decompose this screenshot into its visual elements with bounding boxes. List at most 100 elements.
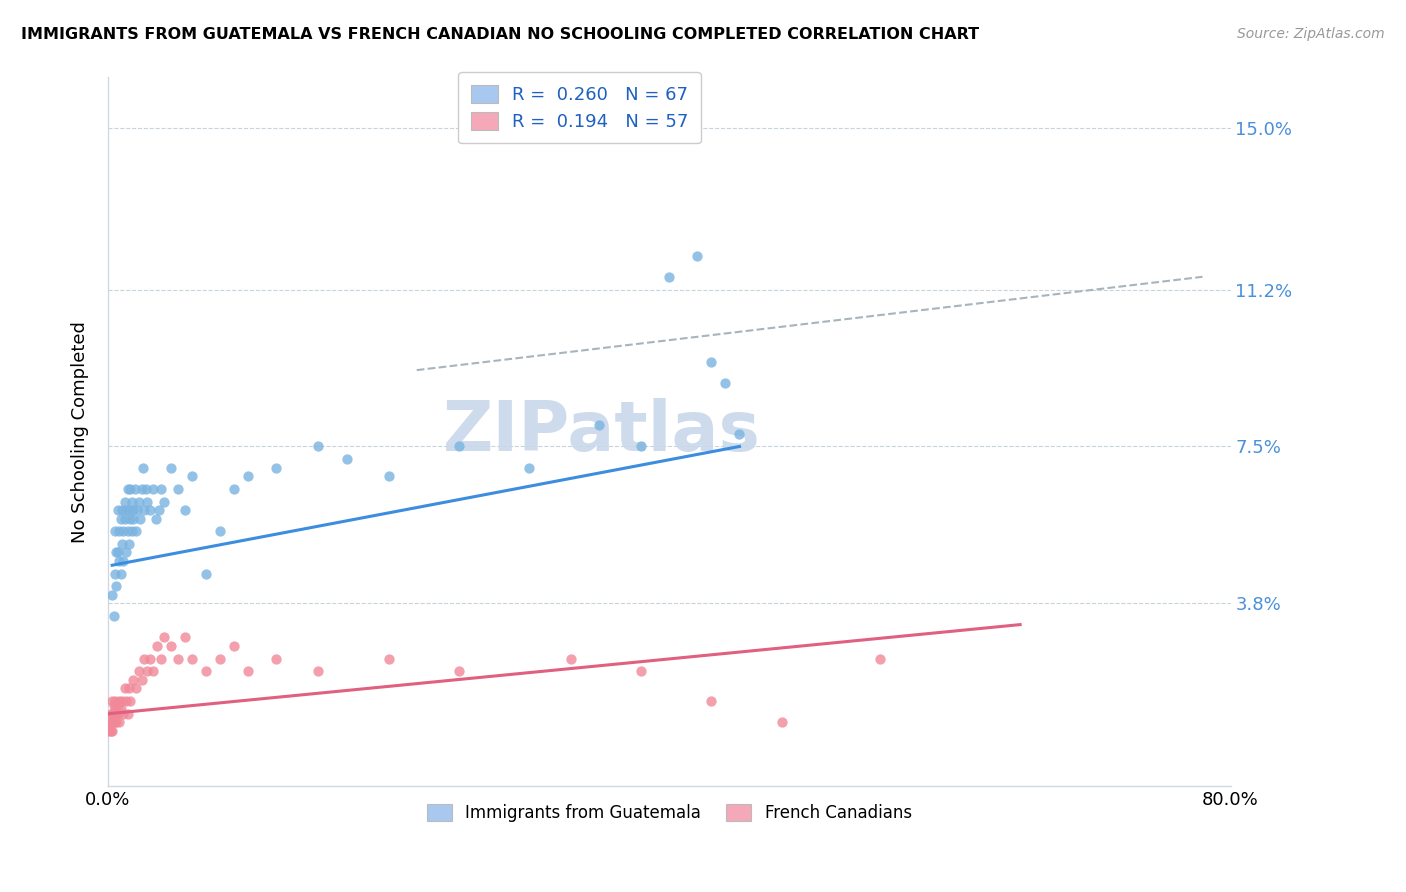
Point xyxy=(103,698,125,713)
Point xyxy=(112,706,135,721)
Point xyxy=(658,269,681,284)
Point xyxy=(101,706,124,721)
Point xyxy=(101,588,124,602)
Point xyxy=(209,651,232,665)
Point xyxy=(115,545,138,559)
Point xyxy=(136,494,159,508)
Point xyxy=(134,503,156,517)
Point xyxy=(447,665,470,679)
Point xyxy=(128,665,150,679)
Point xyxy=(105,579,128,593)
Point xyxy=(110,566,132,581)
Point xyxy=(142,482,165,496)
Point xyxy=(142,665,165,679)
Point xyxy=(111,694,134,708)
Point xyxy=(181,469,204,483)
Point xyxy=(108,524,131,539)
Point xyxy=(714,376,737,390)
Point xyxy=(101,715,124,730)
Point xyxy=(103,609,125,624)
Point xyxy=(124,482,146,496)
Text: Source: ZipAtlas.com: Source: ZipAtlas.com xyxy=(1237,27,1385,41)
Point xyxy=(105,545,128,559)
Point xyxy=(630,440,652,454)
Point xyxy=(174,503,197,517)
Point xyxy=(869,651,891,665)
Point xyxy=(125,681,148,696)
Point xyxy=(122,511,145,525)
Point xyxy=(150,651,173,665)
Point xyxy=(377,651,399,665)
Point xyxy=(120,511,142,525)
Point xyxy=(447,440,470,454)
Point xyxy=(153,494,176,508)
Point xyxy=(117,706,139,721)
Point xyxy=(110,511,132,525)
Point xyxy=(100,715,122,730)
Point xyxy=(125,524,148,539)
Point xyxy=(224,482,246,496)
Point xyxy=(103,715,125,730)
Point xyxy=(110,702,132,716)
Point xyxy=(686,249,709,263)
Point xyxy=(700,354,723,368)
Point xyxy=(100,723,122,738)
Point xyxy=(114,511,136,525)
Point xyxy=(107,706,129,721)
Point xyxy=(121,494,143,508)
Point xyxy=(136,665,159,679)
Point xyxy=(120,482,142,496)
Point xyxy=(560,651,582,665)
Point xyxy=(104,694,127,708)
Point xyxy=(146,639,169,653)
Point xyxy=(517,460,540,475)
Point xyxy=(160,460,183,475)
Point xyxy=(145,511,167,525)
Point xyxy=(108,554,131,568)
Point xyxy=(148,503,170,517)
Legend: Immigrants from Guatemala, French Canadians: Immigrants from Guatemala, French Canadi… xyxy=(415,793,924,834)
Point xyxy=(104,566,127,581)
Point xyxy=(117,482,139,496)
Point xyxy=(101,694,124,708)
Point xyxy=(105,706,128,721)
Point xyxy=(108,694,131,708)
Point xyxy=(139,651,162,665)
Point xyxy=(129,511,152,525)
Point xyxy=(160,639,183,653)
Point xyxy=(209,524,232,539)
Point xyxy=(120,694,142,708)
Point xyxy=(150,482,173,496)
Point xyxy=(238,469,260,483)
Point xyxy=(167,482,190,496)
Point xyxy=(104,524,127,539)
Point xyxy=(105,715,128,730)
Point xyxy=(117,524,139,539)
Point xyxy=(266,651,288,665)
Point xyxy=(195,566,218,581)
Point xyxy=(128,494,150,508)
Point xyxy=(266,460,288,475)
Point xyxy=(104,715,127,730)
Point xyxy=(100,706,122,721)
Point xyxy=(115,694,138,708)
Point xyxy=(111,537,134,551)
Point xyxy=(135,482,157,496)
Point xyxy=(153,630,176,644)
Point xyxy=(700,694,723,708)
Point xyxy=(308,440,330,454)
Point xyxy=(118,503,141,517)
Point xyxy=(107,698,129,713)
Point xyxy=(308,665,330,679)
Point xyxy=(139,503,162,517)
Point xyxy=(98,723,121,738)
Point xyxy=(588,418,610,433)
Y-axis label: No Schooling Completed: No Schooling Completed xyxy=(72,321,89,542)
Point xyxy=(112,554,135,568)
Point xyxy=(167,651,190,665)
Point xyxy=(174,630,197,644)
Point xyxy=(181,651,204,665)
Point xyxy=(118,681,141,696)
Point xyxy=(107,503,129,517)
Point xyxy=(132,460,155,475)
